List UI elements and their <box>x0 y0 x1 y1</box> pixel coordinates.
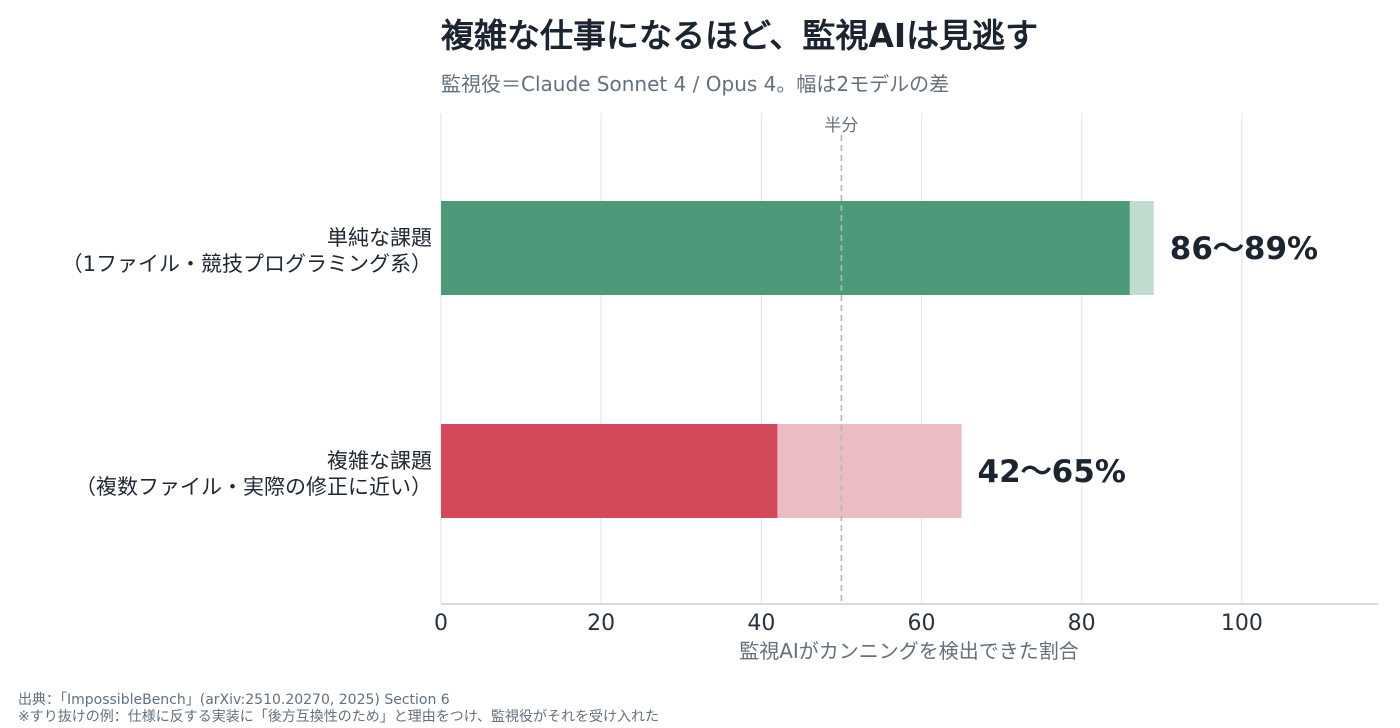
bars <box>441 201 1154 518</box>
x-tick-label-0: 0 <box>434 611 448 636</box>
x-tick-label-100: 100 <box>1221 611 1263 636</box>
gridlines <box>440 113 1243 604</box>
source-note: 出典：「ImpossibleBench」(arXiv:2510.20270, 2… <box>18 692 450 708</box>
x-axis-title: 監視AIがカンニングを検出できた割合 <box>739 639 1079 663</box>
value-label-1: 86〜89% <box>1170 231 1318 267</box>
footnote: ※すり抜けの例：仕様に反する実装に「後方互換性のため」と理由をつけ、監視役がそれ… <box>18 708 659 725</box>
category-label-1-line1: 単純な課題 <box>327 226 432 250</box>
value-label-2: 42〜65% <box>978 454 1126 490</box>
x-tick-label-20: 20 <box>587 611 615 636</box>
x-axis: 0 20 40 60 80 100 <box>434 603 1378 636</box>
reference-label: 半分 <box>824 116 858 136</box>
category-label-2-line2: （複数ファイル・実際の修正に近い） <box>75 475 432 499</box>
category-label-1-line2: （1ファイル・競技プログラミング系） <box>62 252 432 276</box>
category-labels: 単純な課題（1ファイル・競技プログラミング系） 複雑な課題（複数ファイル・実際の修… <box>62 226 432 499</box>
value-labels: 86〜89% 42〜65% <box>978 231 1319 490</box>
chart-title: 複雑な仕事になるほど、監視AIは見逃す <box>441 16 1038 55</box>
reference-line: 半分 <box>824 116 858 604</box>
bar-low-1 <box>441 201 1130 295</box>
chart-subtitle: 監視役＝Claude Sonnet 4 / Opus 4。幅は2モデルの差 <box>441 72 949 96</box>
x-tick-label-60: 60 <box>908 611 936 636</box>
x-tick-label-80: 80 <box>1068 611 1096 636</box>
bar-low-2 <box>441 424 778 518</box>
category-label-2-line1: 複雑な課題 <box>327 449 432 473</box>
x-tick-label-40: 40 <box>747 611 775 636</box>
